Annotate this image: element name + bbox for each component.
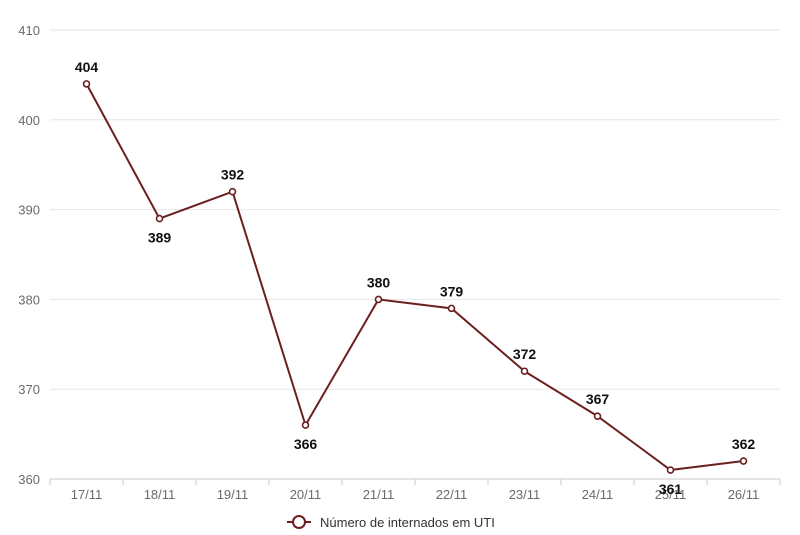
- data-label: 379: [440, 283, 464, 299]
- grid-lines: [50, 29, 780, 390]
- data-label: 392: [221, 167, 245, 183]
- y-tick-label: 390: [18, 203, 40, 218]
- data-label: 404: [75, 59, 99, 75]
- data-label: 380: [367, 274, 391, 290]
- data-point[interactable]: [301, 421, 310, 429]
- y-tick-label: 360: [18, 472, 40, 487]
- data-labels: 404 389 392 366 380 379 372 367 361 362: [75, 59, 756, 497]
- y-tick-label: 370: [18, 382, 40, 397]
- data-point[interactable]: [155, 214, 164, 223]
- data-point[interactable]: [82, 80, 91, 88]
- plot-area: [82, 80, 748, 474]
- data-label: 389: [148, 230, 172, 246]
- data-point[interactable]: [593, 412, 602, 420]
- data-point[interactable]: [374, 295, 383, 304]
- x-tick-label: 24/11: [582, 487, 614, 502]
- x-tick-label: 20/11: [290, 487, 322, 502]
- data-label: 362: [732, 436, 756, 452]
- x-axis: 17/11 18/11 19/11 20/11 21/11 22/11 23/11 24/11…: [49, 478, 781, 502]
- data-label: 366: [294, 436, 318, 452]
- x-tick-label: 22/11: [436, 487, 468, 502]
- x-tick-label: 19/11: [217, 487, 249, 502]
- y-axis: 360 370 380 390 400 410: [18, 23, 40, 487]
- y-tick-label: 410: [18, 23, 40, 38]
- legend-label: Número de internados em UTI: [320, 515, 495, 530]
- data-label: 372: [513, 346, 537, 362]
- data-point[interactable]: [447, 304, 456, 313]
- data-label: 361: [659, 481, 683, 497]
- x-tick-label: 26/11: [728, 487, 760, 502]
- x-tick-label: 17/11: [71, 487, 103, 502]
- series-line: [85, 83, 744, 472]
- data-point[interactable]: [520, 367, 529, 376]
- legend-marker-icon: [292, 515, 306, 529]
- x-tick-label: 21/11: [363, 487, 395, 502]
- y-tick-label: 400: [18, 113, 40, 128]
- data-point[interactable]: [228, 187, 237, 196]
- y-tick-label: 380: [18, 292, 40, 307]
- data-label: 367: [586, 391, 610, 407]
- x-tick-label: 18/11: [144, 487, 176, 502]
- x-tick-label: 23/11: [509, 487, 541, 502]
- data-point[interactable]: [666, 466, 675, 474]
- x-tick-label: 25/11: [655, 487, 687, 502]
- legend[interactable]: Número de internados em UTI: [287, 515, 495, 530]
- data-point[interactable]: [739, 457, 748, 465]
